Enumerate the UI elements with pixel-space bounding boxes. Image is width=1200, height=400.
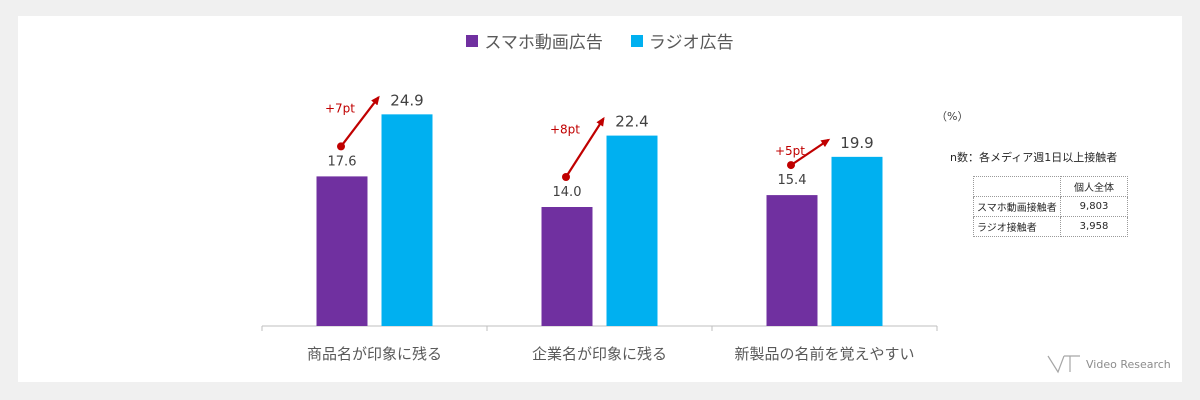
- increase-arrow: [565, 116, 605, 178]
- table-header-blank: [973, 176, 1061, 197]
- legend: スマホ動画広告 ラジオ広告: [0, 28, 1200, 53]
- unit-label: （%）: [936, 110, 969, 123]
- data-label: 14.0: [553, 185, 582, 200]
- table-row-value: 9,803: [1060, 196, 1128, 217]
- video-research-logo-icon: [1047, 355, 1080, 374]
- increase-arrow: [340, 95, 380, 148]
- brand-name: Video Research: [1086, 357, 1171, 371]
- table-row-label: ラジオ接触者: [973, 216, 1061, 237]
- table-row-label: スマホ動画接触者: [973, 196, 1061, 217]
- bar-0-radio: [381, 114, 433, 326]
- sample-size-title: n数：各メディア週1日以上接触者: [950, 151, 1118, 164]
- annotation-label: +5pt: [775, 144, 805, 158]
- x-tick-label: 企業名が印象に残る: [532, 345, 667, 363]
- bar-2-smartphone-video: [766, 195, 818, 326]
- arrow-start-dot: [787, 161, 795, 170]
- data-label: 24.9: [390, 91, 423, 109]
- data-label: 15.4: [778, 173, 807, 188]
- sample-size-table: 個人全体 スマホ動画接触者 9,803 ラジオ接触者 3,958: [973, 176, 1128, 237]
- arrow-start-dot: [562, 173, 570, 181]
- table-row: スマホ動画接触者 9,803: [973, 196, 1128, 217]
- x-tick-label: 新製品の名前を覚えやすい: [734, 345, 914, 363]
- data-label: 19.9: [840, 134, 873, 152]
- increase-arrow: [790, 138, 831, 167]
- annotation-label: +7pt: [325, 101, 355, 115]
- data-label: 22.4: [615, 113, 648, 131]
- legend-label-smartphone-video: スマホ動画広告: [484, 33, 603, 53]
- table-row: ラジオ接触者 3,958: [973, 216, 1128, 237]
- bar-1-smartphone-video: [541, 207, 593, 326]
- arrow-start-dot: [337, 142, 345, 151]
- legend-label-radio: ラジオ広告: [648, 33, 734, 53]
- legend-swatch-smartphone-video: [466, 34, 479, 47]
- brand: Video Research: [1046, 354, 1171, 374]
- annotation-label: +8pt: [550, 123, 580, 137]
- legend-item-radio: ラジオ広告: [630, 28, 734, 53]
- x-tick-label: 商品名が印象に残る: [307, 345, 442, 363]
- bar-2-radio: [831, 156, 883, 326]
- table-row-value: 3,958: [1060, 216, 1128, 237]
- data-label: 17.6: [328, 154, 357, 169]
- bar-0-smartphone-video: [316, 176, 368, 326]
- table-header-row: 個人全体: [973, 176, 1128, 197]
- legend-swatch-radio: [630, 34, 643, 47]
- bar-1-radio: [606, 135, 658, 326]
- table-header-total: 個人全体: [1060, 176, 1128, 197]
- legend-item-smartphone-video: スマホ動画広告: [466, 28, 603, 53]
